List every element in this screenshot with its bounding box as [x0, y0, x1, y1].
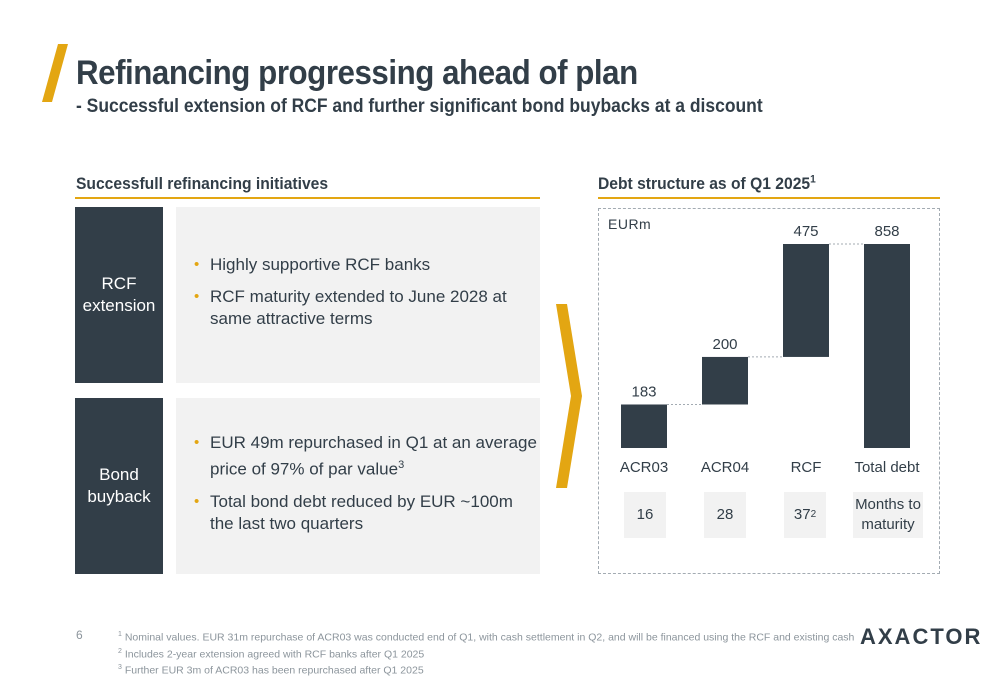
category-label: ACR04: [701, 459, 749, 476]
months-acr04: 28: [704, 492, 746, 538]
months-acr03: 16: [624, 492, 666, 538]
footnote-ref: 3: [398, 459, 405, 471]
footnotes: 1 Nominal values. EUR 31m repurchase of …: [118, 628, 854, 678]
waterfall-bar: [621, 404, 667, 448]
rcf-extension-panel: • Highly supportive RCF banks • RCF maturi…: [176, 207, 540, 383]
chart-frame: [598, 208, 940, 574]
bar-value-label: 475: [793, 223, 818, 240]
bar-value-label: 858: [874, 223, 899, 240]
bullet-dot-icon: •: [194, 288, 200, 305]
chart-unit-label: EURm: [608, 216, 652, 232]
footnote-1: 1 Nominal values. EUR 31m repurchase of …: [118, 631, 855, 644]
left-section-divider: [75, 197, 540, 199]
footnote-3: 3 Further EUR 3m of ACR03 has been repur…: [118, 664, 424, 677]
rcf-extension-label: RCF extension: [75, 207, 163, 383]
page-number: 6: [76, 628, 83, 642]
bullet-item: • EUR 49m repurchased in Q1 at an average…: [194, 433, 537, 479]
bullet-item: • Total bond debt reduced by EUR ~100m th…: [194, 491, 513, 533]
page-title: Refinancing progressing ahead of plan: [76, 54, 638, 92]
category-label: Total debt: [854, 459, 920, 476]
bar-value-label: 183: [631, 383, 656, 400]
right-section-heading: Debt structure as of Q1 20251: [598, 173, 816, 193]
debt-waterfall-chart: 183 ACR03 200 ACR04 475 RCF 858 Total debt: [620, 223, 921, 476]
page-subtitle: - Successful extension of RCF and furthe…: [76, 96, 763, 117]
months-to-maturity-label: Months to maturity: [853, 492, 923, 538]
bullet-dot-icon: •: [194, 434, 200, 451]
category-label: ACR03: [620, 459, 668, 476]
bond-buyback-panel: • EUR 49m repurchased in Q1 at an average…: [176, 398, 540, 574]
right-section-divider: [598, 197, 940, 199]
bullet-dot-icon: •: [194, 492, 200, 510]
waterfall-bar: [702, 356, 748, 405]
axactor-logo: AXACTOR: [860, 624, 983, 649]
waterfall-bar: [783, 244, 829, 357]
bullet-item: • RCF maturity extended to June 2028 at s…: [194, 287, 507, 328]
bond-buyback-label: Bond buyback: [75, 398, 163, 574]
accent-slash: [42, 44, 68, 102]
chevron-right-icon: [556, 304, 582, 488]
bullet-dot-icon: •: [194, 256, 200, 273]
left-section-heading: Successfull refinancing initiatives: [76, 174, 329, 193]
months-rcf: 37 2: [784, 492, 826, 538]
waterfall-bar: [864, 244, 910, 448]
bullet-item: • Highly supportive RCF banks: [194, 255, 431, 274]
bar-value-label: 200: [712, 336, 737, 353]
footnote-2: 2 Includes 2-year extension agreed with …: [118, 647, 425, 661]
category-label: RCF: [791, 459, 822, 476]
